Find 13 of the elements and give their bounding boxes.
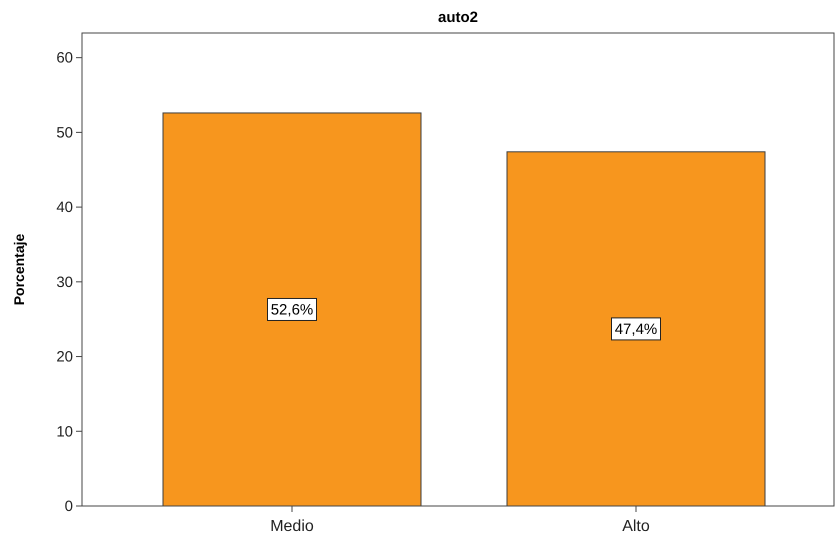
x-tick-label: Medio [270, 518, 314, 535]
x-tick-label: Alto [622, 518, 650, 535]
chart-title: auto2 [438, 9, 478, 26]
y-tick-label: 0 [64, 498, 73, 515]
y-tick-label: 40 [56, 199, 73, 216]
y-axis-title: Porcentaje [11, 233, 27, 306]
y-tick-label: 60 [56, 50, 73, 67]
y-tick-label: 30 [56, 274, 73, 291]
y-tick-label: 50 [56, 124, 73, 142]
y-tick-label: 10 [56, 423, 73, 440]
y-tick-label: 20 [56, 348, 73, 366]
data-label: 52,6% [270, 301, 314, 318]
data-label: 47,4% [614, 320, 658, 338]
